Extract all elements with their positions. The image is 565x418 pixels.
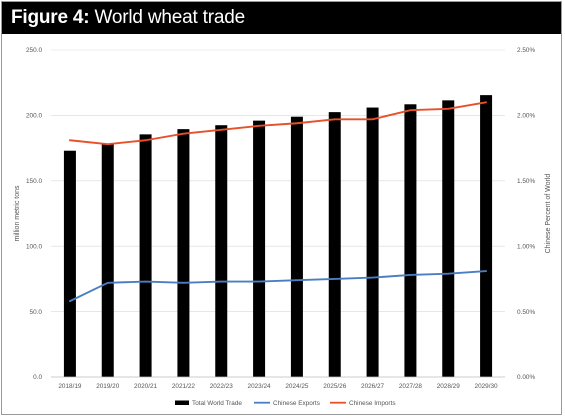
line-series-chinese-imports: [68, 101, 488, 146]
y2-tick-label: 1.50%: [517, 178, 535, 185]
bar: [139, 134, 152, 377]
y-tick-label: 150.0: [26, 178, 42, 185]
y-tick-label: 200.0: [26, 113, 42, 120]
x-tick-label: 2019/20: [96, 383, 120, 390]
left-axis-ticks: 0.0 50.0 100.0 150.0 200.0 250.0: [26, 47, 42, 381]
x-tick-label: 2025/26: [323, 383, 347, 390]
line-series-chinese-exports: [68, 270, 488, 303]
legend-swatch-total-world-trade: [175, 400, 189, 405]
y-tick-label: 250.0: [26, 47, 42, 54]
bar: [63, 150, 76, 377]
bar: [215, 125, 228, 378]
x-tick-label: 2021/22: [172, 383, 196, 390]
x-tick-label: 2022/23: [210, 383, 234, 390]
x-tick-label: 2029/30: [475, 383, 499, 390]
line-series: [68, 101, 488, 303]
y2-tick-label: 0.50%: [517, 309, 535, 316]
bar-series-total-world-trade: [63, 95, 493, 378]
y2-axis-title: Chinese Percent of World: [545, 174, 552, 254]
bar: [328, 112, 341, 377]
x-tick-label: 2024/25: [285, 383, 309, 390]
legend-label-total-world-trade: Total World Trade: [192, 400, 242, 407]
y-axis-title: million metric tons: [14, 185, 21, 242]
gridlines: [51, 49, 505, 312]
x-tick-label: 2027/28: [399, 383, 423, 390]
x-tick-label: 2020/21: [134, 383, 158, 390]
legend-label-chinese-exports: Chinese Exports: [273, 400, 320, 407]
figure-title-bar: Figure 4: World wheat trade: [2, 2, 561, 34]
x-tick-label: 2018/19: [58, 383, 82, 390]
y2-tick-label: 2.50%: [517, 47, 535, 54]
bar: [366, 107, 379, 377]
bar: [290, 116, 303, 377]
figure-title-prefix: Figure 4:: [11, 7, 90, 28]
figure-title-text: World wheat trade: [89, 7, 246, 28]
x-axis-ticks: 2018/19 2019/20 2020/21 2021/22 2022/23 2023/…: [58, 383, 498, 390]
x-tick-label: 2026/27: [361, 383, 385, 390]
y2-tick-label: 2.00%: [517, 113, 535, 120]
x-tick-label: 2028/29: [437, 383, 461, 390]
bar: [101, 144, 114, 377]
legend-label-chinese-imports: Chinese Imports: [349, 400, 396, 407]
y-tick-label: 50.0: [30, 309, 43, 316]
x-tick-label: 2023/24: [248, 383, 272, 390]
y-tick-label: 0.0: [33, 374, 42, 381]
y2-tick-label: 0.00%: [517, 374, 535, 381]
legend: Total World Trade Chinese Exports Chinese …: [175, 400, 396, 407]
bar: [404, 104, 417, 378]
y-tick-label: 100.0: [26, 243, 42, 250]
bar: [177, 129, 190, 377]
bar: [480, 95, 493, 377]
y2-tick-label: 1.00%: [517, 243, 535, 250]
bar: [253, 120, 266, 377]
right-axis-ticks: 0.00% 0.50% 1.00% 1.50% 2.00% 2.50%: [517, 47, 535, 381]
bar: [442, 100, 455, 377]
